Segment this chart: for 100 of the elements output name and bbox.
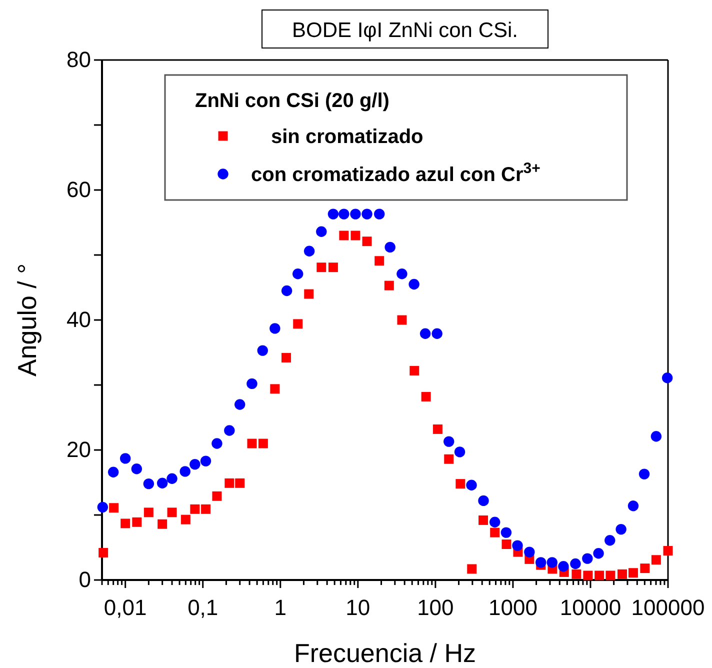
point — [467, 564, 477, 574]
y-tick-label: 60 — [66, 177, 91, 202]
point — [281, 285, 292, 296]
x-tick-label: 10 — [346, 595, 370, 620]
point — [339, 230, 349, 240]
y-axis-title: Angulo / ° — [12, 263, 42, 377]
point — [304, 289, 314, 299]
point — [132, 517, 142, 527]
point — [606, 570, 616, 580]
point — [201, 504, 211, 514]
point — [616, 524, 626, 535]
point — [247, 438, 257, 448]
point — [120, 518, 130, 528]
point — [593, 548, 604, 559]
point — [246, 378, 258, 390]
point — [618, 569, 627, 579]
point — [512, 540, 523, 551]
y-tick-label: 0 — [78, 567, 91, 592]
point — [350, 208, 361, 220]
point — [293, 319, 303, 329]
point — [350, 230, 360, 240]
point — [257, 345, 268, 356]
point — [420, 328, 431, 339]
point — [628, 500, 639, 512]
point — [397, 315, 407, 325]
point — [98, 548, 108, 558]
point — [270, 323, 280, 334]
point — [558, 561, 569, 572]
point — [108, 466, 119, 478]
point — [120, 453, 131, 464]
point — [489, 516, 500, 528]
point — [421, 392, 431, 402]
x-tick-label: 100000 — [631, 595, 705, 620]
point — [316, 262, 326, 272]
y-tick-label: 20 — [66, 437, 91, 462]
point — [583, 570, 593, 580]
point — [500, 527, 512, 538]
x-tick-label: 100 — [417, 595, 454, 620]
point — [224, 478, 234, 488]
point — [281, 352, 291, 362]
point — [408, 278, 420, 290]
legend-title: ZnNi con CSi (20 g/l) — [195, 90, 390, 112]
point — [432, 424, 442, 434]
point — [224, 425, 235, 436]
x-tick-label: 1000 — [488, 595, 538, 620]
point — [166, 473, 178, 484]
point — [97, 502, 108, 513]
point — [662, 372, 673, 384]
point — [212, 438, 222, 449]
point — [131, 464, 142, 474]
point — [663, 546, 673, 556]
y-tick-label: 40 — [66, 307, 91, 332]
point — [384, 242, 396, 253]
point — [362, 236, 372, 246]
point — [490, 528, 500, 538]
x-tick-label: 1 — [274, 595, 287, 620]
point — [444, 436, 454, 447]
point — [502, 540, 512, 549]
point — [316, 226, 327, 237]
chart-title: BODE IφI ZnNi con CSi. — [292, 19, 518, 42]
point — [456, 479, 466, 489]
point — [444, 454, 454, 464]
point — [374, 208, 385, 220]
point — [650, 431, 662, 442]
point — [338, 208, 350, 220]
point — [167, 508, 177, 518]
point — [651, 555, 661, 565]
y-tick-label: 80 — [66, 47, 91, 72]
point — [270, 384, 280, 394]
point — [432, 328, 442, 339]
point — [362, 208, 372, 220]
point — [143, 478, 154, 490]
point — [144, 508, 154, 518]
point — [328, 262, 338, 272]
point — [292, 268, 304, 280]
point — [628, 568, 638, 578]
point — [258, 438, 268, 448]
x-axis-title: Frecuencia / Hz — [294, 638, 476, 668]
point — [200, 456, 212, 466]
x-tick-label: 0,01 — [104, 595, 147, 620]
legend-label: sin cromatizado — [271, 126, 424, 148]
point — [582, 553, 593, 564]
point — [109, 503, 119, 513]
point — [466, 480, 477, 490]
point — [190, 458, 200, 470]
point — [478, 495, 489, 506]
point — [396, 268, 408, 280]
point — [535, 557, 546, 568]
point — [235, 478, 245, 488]
point — [638, 468, 650, 480]
x-tick-label: 0,1 — [188, 595, 218, 620]
point — [570, 558, 581, 570]
point — [454, 446, 466, 458]
point — [304, 246, 315, 256]
point — [640, 564, 650, 574]
point — [190, 504, 200, 514]
point — [212, 491, 222, 501]
point — [572, 569, 582, 579]
point — [524, 546, 535, 558]
legend-label: con cromatizado azul con Cr$^{3+}$ — [251, 160, 541, 186]
